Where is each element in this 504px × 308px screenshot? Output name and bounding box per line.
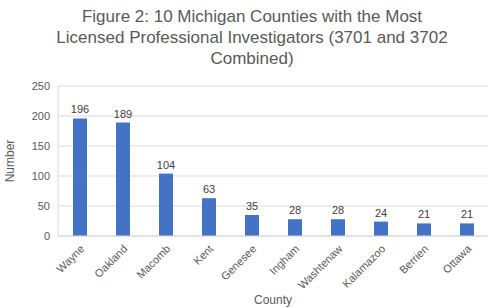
svg-text:Ottawa: Ottawa [440, 242, 474, 276]
svg-text:196: 196 [71, 103, 89, 115]
svg-text:Kent: Kent [191, 242, 215, 266]
svg-text:50: 50 [38, 200, 50, 212]
svg-text:28: 28 [289, 204, 301, 216]
svg-text:21: 21 [461, 208, 473, 220]
svg-text:28: 28 [332, 204, 344, 216]
html-text:Figure 2: 10 Michigan Counties: Figure 2: 10 Michigan Counties with the … [56, 7, 448, 68]
svg-text:189: 189 [114, 108, 132, 120]
svg-text:250: 250 [32, 80, 50, 92]
svg-text:Oakland: Oakland [92, 242, 129, 279]
svg-text:Ingham: Ingham [267, 242, 301, 276]
svg-text:Genesee: Genesee [218, 242, 258, 282]
svg-text:150: 150 [32, 140, 50, 152]
svg-text:Berrien: Berrien [397, 242, 431, 276]
svg-text:24: 24 [375, 207, 387, 219]
svg-text:21: 21 [418, 208, 430, 220]
svg-text:Wayne: Wayne [54, 242, 86, 274]
svg-text:100: 100 [32, 170, 50, 182]
svg-text:104: 104 [157, 159, 175, 171]
svg-text:Washtenaw: Washtenaw [296, 242, 345, 291]
svg-text:35: 35 [246, 200, 258, 212]
svg-text:63: 63 [203, 183, 215, 195]
svg-text:Kalamazoo: Kalamazoo [340, 242, 387, 289]
svg-text:0: 0 [44, 230, 50, 242]
svg-text:Number: Number [8, 140, 17, 183]
svg-text:Macomb: Macomb [134, 242, 172, 280]
svg-text:200: 200 [32, 110, 50, 122]
svg-text:County: County [254, 293, 292, 307]
